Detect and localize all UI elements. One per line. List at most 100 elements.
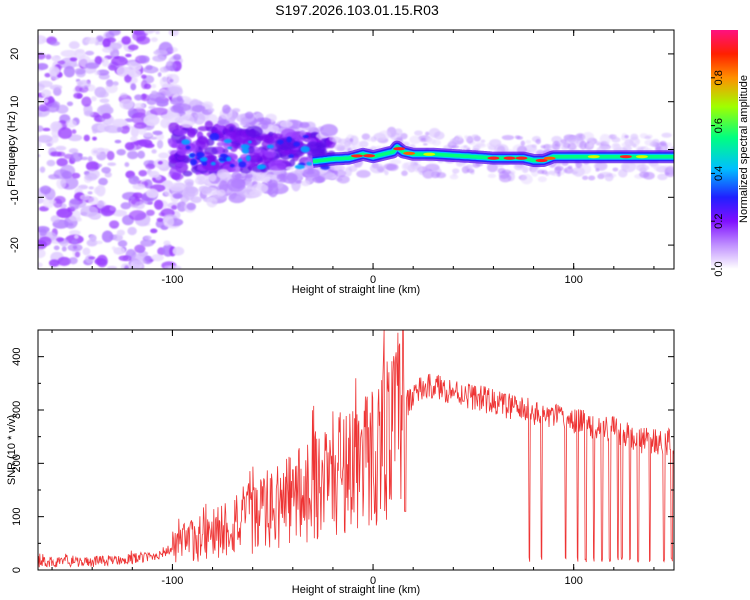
spectrogram-blob (204, 120, 214, 130)
spectrogram-blob (409, 135, 421, 144)
spectrogram-blob (127, 226, 137, 236)
spectrogram-blob (378, 130, 392, 140)
spectrogram-blob (84, 172, 98, 182)
spectrogram-blob (128, 210, 147, 221)
spectrogram-blob (79, 194, 90, 201)
spectrogram-blob (486, 162, 499, 173)
spectrogram-blob (71, 172, 81, 179)
spectrogram-blob (38, 226, 50, 233)
spectrogram-blob (335, 169, 347, 178)
spectrogram-blob (38, 125, 44, 132)
spectrogram-blob (101, 205, 117, 214)
spectrogram-blob (38, 52, 46, 60)
spectrogram-blob (163, 240, 171, 246)
spectrogram-blob (579, 140, 587, 150)
spectrogram-blob (101, 230, 114, 243)
spectrogram-blob (268, 125, 280, 132)
spectrogram-blob (231, 171, 242, 181)
spectrogram-blob (464, 135, 469, 140)
spectrogram-blob (68, 257, 78, 265)
spectrogram-blob (185, 145, 191, 150)
ridge-hotspot (487, 156, 500, 160)
y-tick-label: 300 (11, 401, 23, 419)
spectrogram-blob (551, 135, 563, 144)
spectrogram-blob (564, 166, 574, 174)
spectrogram-blob (85, 161, 100, 172)
spectrogram-blob (99, 98, 110, 104)
spectrogram-blob (90, 96, 97, 102)
spectrogram-blob (220, 153, 227, 158)
spectrogram-blob (294, 164, 305, 170)
spectrogram-blob (132, 192, 144, 199)
spectrogram-blob (80, 205, 99, 217)
spectrogram-blob (537, 176, 547, 183)
spectrogram-blob (319, 123, 338, 137)
spectrogram-blob (156, 217, 164, 222)
spectrogram-blob (193, 112, 206, 125)
spectrogram-blob (101, 113, 112, 120)
spectrogram-blob (74, 251, 81, 258)
spectrogram-blob (487, 173, 497, 179)
snr-x-ticks: -100 0 100 (51, 330, 655, 587)
spectrogram-blob (466, 168, 475, 173)
spectrogram-blob (302, 134, 309, 139)
spectrogram-blob (148, 91, 166, 102)
spectrogram-blob (118, 255, 130, 261)
spectrogram-blob (69, 57, 78, 62)
spectrogram-blob (644, 135, 651, 140)
spectrogram-blob (38, 80, 53, 88)
spectrogram-blob (516, 136, 523, 140)
spectrogram-blob (150, 228, 158, 234)
spectrogram-blob (57, 60, 66, 65)
spectrogram-blob (150, 136, 157, 140)
spectrogram-blob (106, 37, 117, 43)
spectrogram-blob (143, 114, 160, 127)
spectrogram-blob (613, 144, 622, 152)
spectrogram-blob (131, 253, 148, 265)
colorbar: 0.0 0.2 0.4 0.6 0.8 Normalized spectral ampl… (711, 30, 750, 277)
spectrogram-blob (109, 220, 120, 229)
spectrogram-blob (92, 128, 98, 134)
spectrogram-blob (137, 246, 145, 253)
spectrogram-blob (535, 138, 541, 145)
spectrogram-blob (48, 199, 57, 205)
spectrogram-blob (124, 118, 134, 123)
spectrogram-blob (89, 234, 97, 242)
spectrogram-blob (210, 128, 218, 133)
spectrogram-blob (120, 92, 128, 99)
spectrogram-blob (208, 173, 217, 182)
spectrogram-blob (189, 158, 198, 166)
spectrogram-blob (125, 53, 132, 58)
spectrogram-blob (264, 176, 271, 182)
spectrogram-blob (256, 117, 264, 122)
spectrogram-blob (293, 141, 301, 147)
spectrogram-blob (531, 144, 537, 148)
spectrogram-blob (169, 97, 185, 106)
spectrogram-blob (67, 134, 83, 142)
spectrogram-blob (111, 209, 128, 217)
spectrogram-blob (476, 143, 487, 148)
spectrogram-blob (130, 83, 137, 91)
spectrogram-blob (244, 180, 253, 187)
spectrogram-blob (571, 170, 578, 175)
spectrogram-blob (165, 86, 183, 98)
spectrogram-blob (172, 103, 192, 112)
spectrogram-blob (241, 147, 250, 154)
spectrogram-blob (369, 163, 385, 174)
spectrogram-blob (119, 125, 130, 134)
spectrogram-blob (38, 111, 43, 116)
spectrogram-blob (38, 197, 45, 204)
spectrogram-blob (98, 177, 108, 186)
spectrogram-blob (169, 166, 182, 180)
spectrogram-blob (317, 146, 326, 153)
spectrogram-blob (114, 139, 122, 144)
x-tick-label: 100 (565, 575, 583, 587)
spectrogram-blob (599, 133, 611, 146)
spectrogram-blob (138, 55, 150, 63)
spectrogram-blob (151, 90, 157, 95)
spectrogram-blob (300, 180, 311, 187)
spectrogram-x-ticks: -100 0 100 (51, 30, 655, 286)
spectrogram-blob (130, 126, 140, 138)
spectrogram-blob (157, 72, 162, 77)
spectrogram-blob (596, 143, 601, 146)
